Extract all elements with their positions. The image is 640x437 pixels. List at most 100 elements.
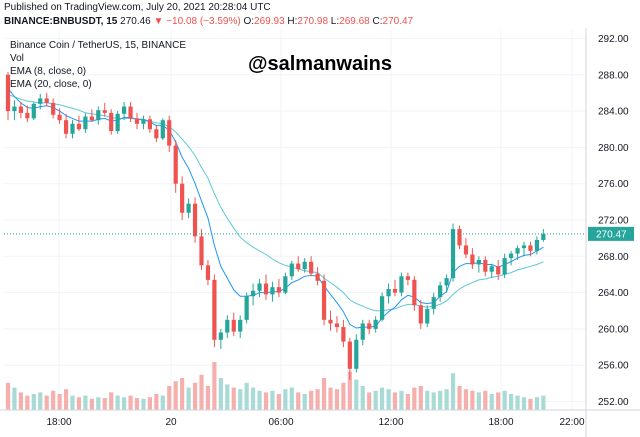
legend-volume[interactable]: Vol	[10, 53, 24, 64]
volume-bar	[270, 390, 275, 410]
candle-body	[12, 106, 17, 112]
candle-body	[205, 265, 211, 280]
y-tick-label: 280.00	[598, 143, 629, 154]
candle-body	[283, 276, 288, 293]
watermark: @salmanwains	[248, 53, 393, 75]
y-tick-label: 288.00	[598, 70, 629, 81]
volume-bar	[489, 394, 494, 410]
y-tick-label: 256.00	[598, 361, 629, 372]
candle-body	[380, 296, 385, 320]
volume-bar	[257, 390, 262, 410]
y-tick-label: 252.00	[598, 397, 629, 408]
volume-bar	[128, 395, 133, 410]
candle-body	[25, 112, 30, 119]
close-label: C:	[372, 16, 383, 27]
candle-body	[386, 288, 391, 297]
candle-body	[257, 283, 262, 291]
volume-bar	[515, 395, 520, 410]
time-axis[interactable]: 18:00 20 06:00 12:00 18:00 22:00	[0, 409, 640, 428]
candle-body	[128, 106, 133, 119]
candle-body	[231, 319, 236, 332]
volume-bar	[225, 384, 230, 410]
volume-bar	[251, 387, 256, 410]
volume-bar	[192, 382, 198, 410]
x-tick-label: 18:00	[46, 417, 71, 428]
candle-body	[18, 106, 23, 113]
candle-body	[438, 285, 443, 298]
y-tick-label: 268.00	[598, 252, 629, 263]
volume-bar	[386, 389, 391, 410]
volume-bar	[96, 397, 101, 410]
candle-body	[251, 290, 256, 297]
volume-bar	[457, 386, 462, 410]
candle-body	[476, 259, 481, 265]
volume-bar	[509, 394, 514, 410]
high-label: H:	[287, 16, 298, 27]
volume-bar	[392, 392, 398, 410]
volume-bar	[405, 394, 410, 410]
candle-body	[83, 116, 88, 130]
candle-body	[122, 106, 127, 114]
volume-bar	[289, 387, 294, 410]
candle-body	[289, 263, 294, 277]
volume-bar	[373, 390, 378, 410]
candle-body	[405, 276, 410, 280]
candle-body	[134, 118, 140, 124]
candlesticks	[5, 72, 546, 380]
volume-bar	[444, 389, 449, 410]
volume-bar	[438, 390, 443, 410]
volume-bar	[122, 397, 127, 410]
published-note: Published on TradingView.com, July 20, 2…	[4, 2, 271, 13]
volume-bar	[496, 392, 501, 410]
candle-body	[76, 123, 82, 130]
volume-bar	[502, 390, 507, 410]
volume-bar	[347, 371, 352, 410]
volume-bar	[173, 381, 178, 410]
candle-body	[186, 203, 191, 213]
x-tick-label: 18:00	[488, 417, 513, 428]
quote-line: BINANCE:BNBUSDT, 15 270.46 ▼ −10.08 (−3.…	[4, 16, 413, 27]
volume-bar	[399, 390, 404, 410]
candle-body	[328, 319, 333, 324]
candle-body	[199, 236, 204, 266]
candle-body	[321, 280, 327, 320]
volume-bar	[57, 394, 62, 410]
volume-bar	[380, 387, 385, 410]
candle-body	[192, 203, 198, 237]
volume-bar	[25, 395, 30, 410]
volume-bar	[160, 395, 165, 410]
candle-body	[63, 120, 69, 134]
volume-bar	[18, 392, 23, 410]
y-tick-label: 260.00	[598, 324, 629, 335]
volume-bar	[541, 395, 546, 410]
close-value: 270.47	[382, 16, 414, 27]
candle-body	[212, 279, 217, 340]
candle-body	[509, 253, 514, 259]
legend-ema8[interactable]: EMA (8, close, 0)	[10, 66, 87, 77]
candle-body	[173, 145, 178, 184]
grid-lines	[4, 30, 586, 410]
price-axis[interactable]: 252.00 256.00 260.00 264.00 268.00 272.00 276.…	[585, 28, 634, 437]
candle-body	[51, 102, 56, 115]
volume-bar	[44, 395, 49, 410]
candle-body	[470, 254, 475, 265]
candle-body	[425, 308, 430, 324]
candle-body	[354, 339, 359, 369]
volume-bar	[102, 398, 107, 410]
volume-bar	[167, 386, 172, 410]
y-tick-label: 264.00	[598, 288, 629, 299]
legend-ema20[interactable]: EMA (20, close, 0)	[10, 79, 92, 90]
candle-body	[309, 261, 314, 274]
volume-bar	[141, 398, 146, 410]
volume-bar	[205, 386, 211, 410]
volume-bar	[115, 395, 120, 410]
x-tick-label: 20	[165, 417, 177, 428]
volume-bar	[283, 389, 288, 410]
y-tick-label: 276.00	[598, 179, 629, 190]
candle-body	[450, 229, 456, 279]
volume-bar	[418, 386, 423, 410]
candle-body	[528, 245, 533, 251]
volume-bar	[244, 382, 249, 410]
